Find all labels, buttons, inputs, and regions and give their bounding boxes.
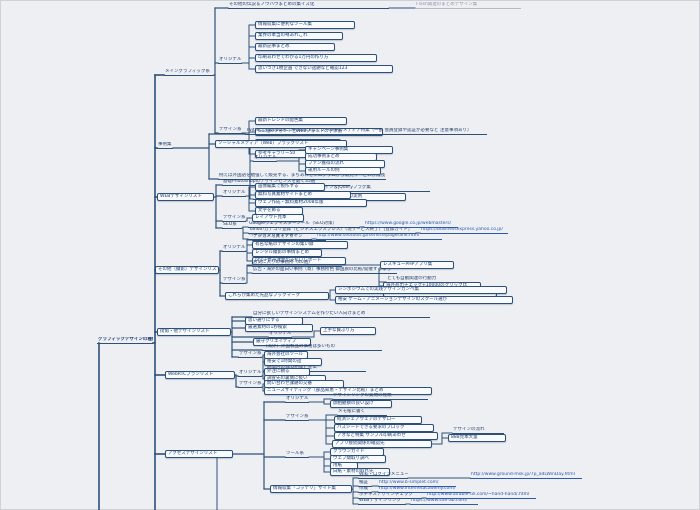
mindmap-node-t5b[interactable]: 検証 bbox=[358, 480, 372, 487]
mindmap-node-b5[interactable]: 街角・他デザインリスト bbox=[157, 328, 231, 336]
mindmap-node-o1a[interactable]: デジカメ写真でデザイン bbox=[252, 234, 326, 241]
mindmap-node-t5d[interactable]: ホチキスデザインチェック bbox=[358, 492, 422, 499]
mindmap-node-m4[interactable]: 例えば外国語を勉強して販売する、まちあわせプログラムから販売サービスが成長してい… bbox=[218, 173, 386, 180]
mindmap-node-b3[interactable]: WEBデザインリスト bbox=[157, 193, 214, 201]
mindmap-node-b2[interactable]: 事例集 bbox=[157, 142, 173, 149]
mindmap-node-t2d[interactable]: アオなど特集 サンプル印刷あわせ bbox=[334, 432, 438, 440]
mindmap-node-p5[interactable]: （海外）外国製品の価格は多いもの bbox=[262, 344, 382, 351]
mindmap-node-t2c[interactable]: バズシートできる要求のブロック bbox=[334, 424, 434, 432]
mindmap-node-n2b[interactable]: 業界の本当の噂あれこれ bbox=[255, 32, 343, 40]
mindmap-node-tl1[interactable]: http://www.ground-msk.jp/7p_adLWinDay.ht… bbox=[470, 472, 582, 479]
mindmap-node-m2[interactable]: オリジナル bbox=[253, 155, 277, 162]
mindmap-node-n3a[interactable]: 最新トレンドの配色集 bbox=[255, 117, 347, 125]
mindmap-node-b4[interactable]: その他（撮影）デザインリスト bbox=[155, 266, 219, 274]
mindmap-node-w2c[interactable]: ウェブ作成・無料素材2008年版 bbox=[255, 199, 367, 207]
mindmap-node-n1g[interactable]: Flash関連のまとめデザイン集 bbox=[415, 2, 521, 9]
mindmap-node-t4b[interactable]: ウェブ間取り調べ bbox=[330, 455, 386, 463]
mindmap-node-o2b[interactable]: 広告・海外の面白い事例（寄）事務所色 御国旗の比較/開催するなら bbox=[252, 267, 397, 274]
mindmap-node-wl2[interactable]: https://businessexpress.yahoo.co.jp/ bbox=[420, 227, 508, 234]
mindmap-node-t3b[interactable]: 888見本大量 bbox=[448, 434, 506, 442]
mindmap-node-n3[interactable]: デザイン系 bbox=[218, 127, 242, 134]
mindmap-node-q2[interactable]: デザイン系 bbox=[238, 381, 262, 388]
mindmap-node-w2a[interactable]: 画像編集で製作する bbox=[255, 183, 325, 191]
mindmap-node-r0[interactable]: グラフィックデザインの種類 bbox=[97, 337, 153, 344]
mindmap-node-q2b[interactable]: ニュースサイティング（部品知恵・デザイン比較）まとめ bbox=[264, 387, 432, 395]
mindmap-node-t2[interactable]: デザイン系 bbox=[285, 414, 309, 421]
mindmap-node-w3a[interactable]: レイアウト見本 bbox=[252, 214, 304, 222]
mindmap-node-o3[interactable]: これらが集めた先品なブックマーク bbox=[225, 292, 329, 300]
mindmap-node-n2a[interactable]: 情報収集に便利なツール集 bbox=[255, 21, 355, 29]
mindmap-node-o1[interactable]: オリジナル bbox=[222, 245, 246, 252]
mindmap-node-t1a[interactable]: デザインリンクの質問の種類 bbox=[332, 393, 428, 400]
mindmap-node-m1[interactable]: Twitter、Facebook、MySpaceなどソーシャルメディア特集（一部… bbox=[245, 128, 487, 135]
mindmap-node-tl2[interactable]: http://www.b-simplet.com/ bbox=[378, 480, 456, 487]
mindmap-node-p0[interactable]: 自分に欲しいデザインシステムを作りたい人向けまとめ bbox=[252, 311, 430, 318]
mindmap-node-t2a[interactable]: メモ帳に書く bbox=[337, 409, 387, 416]
mindmap-node-o3b[interactable]: 格安 ゲーム・アニメーションデザインのスクール選び bbox=[335, 296, 513, 304]
mindmap-node-w4b[interactable]: Yahoo!カテゴリ登録（ビジネスエクスプレス）（現サービス終了）［登録ガイド］ bbox=[248, 227, 416, 234]
mindmap-node-t5a[interactable]: Wiki・ログインメニュー bbox=[358, 472, 408, 479]
mindmap-node-tl5[interactable]: https://www.site-ab.com/ bbox=[410, 498, 478, 505]
mindmap-node-tl3[interactable]: http://www.internetacademy.com/ bbox=[378, 486, 470, 493]
mindmap-node-p6b[interactable]: 格安で1時間の話 bbox=[264, 358, 322, 366]
mindmap-node-m2d[interactable]: 運用ルールの例 bbox=[305, 167, 381, 175]
mindmap-node-w4[interactable]: SEO系 bbox=[222, 222, 242, 229]
mindmap-node-n1[interactable]: その他の伝説＆ノウハウまとめの集イズ化 bbox=[228, 2, 389, 9]
mindmap-node-b7[interactable]: アクセスデザインリスト bbox=[165, 450, 233, 458]
mindmap-node-o3a[interactable]: シンポジウムでの実践デザインカンペ集 bbox=[335, 286, 507, 294]
mindmap-node-wl1[interactable]: https://www.google.co.jp/webmasters/ bbox=[364, 221, 458, 228]
mindmap-node-t4[interactable]: ツール系 bbox=[285, 451, 309, 458]
mindmap-node-w4c[interactable]: ページランクチェッカー bbox=[248, 233, 312, 240]
mindmap-node-b6[interactable]: WebRTCプランリスト bbox=[165, 371, 235, 379]
mindmap-node-p2[interactable]: 厳選素材の1秒検索 bbox=[245, 324, 313, 332]
mindmap-node-o1c[interactable]: レンタル撮影の事情まとめ bbox=[252, 249, 322, 257]
mindmap-node-t1[interactable]: オリジナル bbox=[285, 396, 309, 403]
mindmap-node-p6c[interactable]: 期間内のSEO相談と宣伝 bbox=[266, 365, 366, 372]
mindmap-node-m3a[interactable]: プラグイン＆jQueryプラグ集 bbox=[310, 185, 430, 192]
mindmap-node-p4[interactable]: 厳守クリエイティブ bbox=[253, 338, 311, 346]
mindmap-node-w2[interactable]: オリジナル bbox=[222, 190, 246, 197]
mindmap-node-t5e[interactable]: WEBデザインリンク bbox=[358, 498, 406, 505]
mindmap-node-o1b[interactable]: 有名な紙のデザインの集い録 bbox=[252, 241, 348, 249]
mindmap-node-t3[interactable]: アプリ接続関係の確認先 bbox=[332, 440, 432, 448]
mindmap-node-tl4[interactable]: http://www.affable-till.com/~hand-hand/.… bbox=[426, 492, 536, 499]
mindmap-node-n2c[interactable]: 最新記事まとめ bbox=[255, 43, 335, 51]
mindmap-node-n2e[interactable]: 思いつき1枚企画 できない話題など確認123 bbox=[255, 65, 393, 73]
mindmap-node-t4d[interactable]: 白紙・素材の取れ先 bbox=[330, 468, 390, 476]
mindmap-node-n2[interactable]: オリジナル bbox=[218, 57, 242, 64]
mindmap-node-b1[interactable]: メイングラフィック系 bbox=[164, 69, 214, 76]
mindmap-node-n3b[interactable]: GoogleフォントとWebフォントの字体帳 bbox=[255, 128, 383, 136]
mindmap-node-wl3[interactable]: http://www.seotools.jp/service/pagerank.… bbox=[316, 233, 442, 240]
mindmap-node-o2c[interactable]: レスキューPHPアプリ集 bbox=[380, 261, 454, 269]
mindmap-node-t2b[interactable]: 経済シェアウェアのデザロー bbox=[334, 416, 422, 424]
mindmap-node-b2m[interactable]: ソーシャルメディア（Web）ブラックリスト bbox=[215, 140, 347, 148]
mindmap-node-t3a[interactable]: デザインの流れ bbox=[452, 427, 504, 434]
mindmap-node-w2b[interactable]: 無料写真素材サイトまとめ bbox=[255, 191, 351, 199]
mindmap-node-o2a[interactable]: お気に入りの事務所（40選） bbox=[252, 260, 342, 267]
mindmap-node-q1[interactable]: オリジナル bbox=[238, 370, 262, 377]
mindmap-node-n2d[interactable]: 印刷あわせでわかる1万円の作り方 bbox=[255, 54, 377, 62]
mindmap-node-w3[interactable]: デザイン系 bbox=[222, 215, 246, 222]
mindmap-node-p3a[interactable]: 上手な賢ぶり方 bbox=[320, 327, 376, 335]
mindmap-node-o2[interactable]: デザイン系 bbox=[222, 277, 246, 284]
mindmap-node-t5c[interactable]: 作成 bbox=[358, 486, 372, 493]
mindmap-node-o1d[interactable]: php+携帯課金の支払いレポート bbox=[252, 257, 346, 265]
mindmap-node-w4a[interactable]: Googleウェブマスターツール（SEO対策） bbox=[248, 221, 360, 228]
mindmap-node-p3[interactable]: オリジナル bbox=[268, 331, 292, 338]
mindmap-node-t1b[interactable]: 顔相観察の良い設け bbox=[330, 400, 392, 408]
mindmap-node-t5[interactable]: 情報収集「コッテリ」サイト集 bbox=[270, 485, 352, 493]
mindmap-node-p6[interactable]: デザイン系 bbox=[238, 351, 262, 358]
